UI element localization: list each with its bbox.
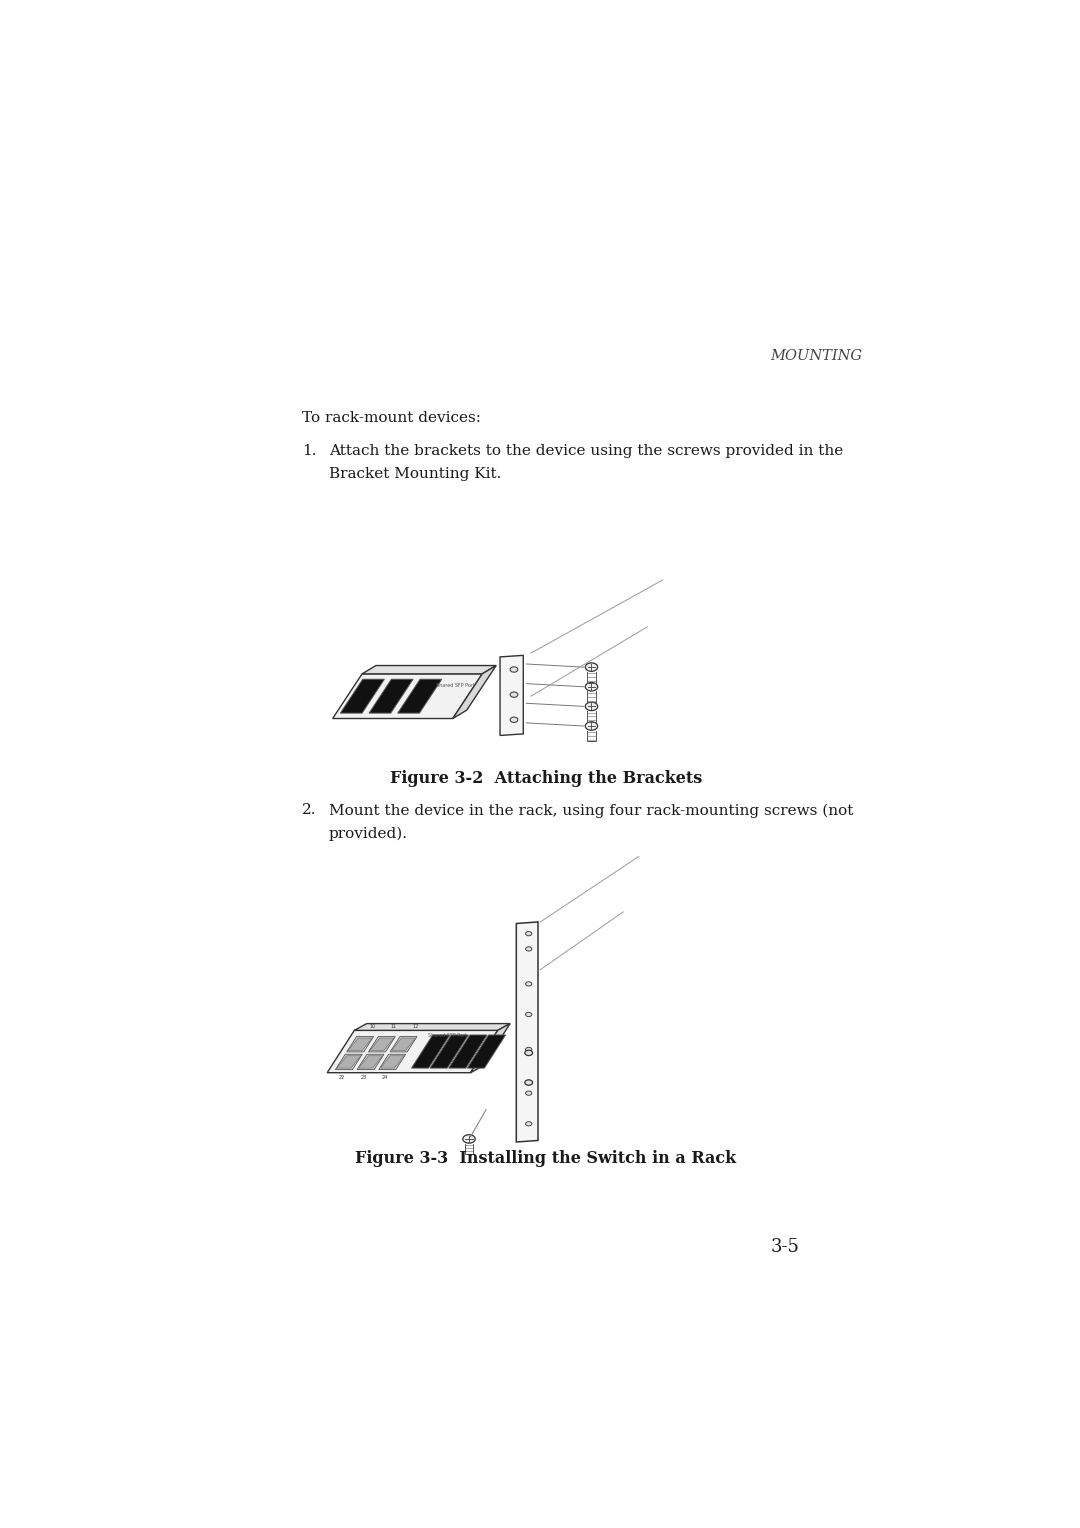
Text: Shared SFP Port: Shared SFP Port xyxy=(436,683,475,688)
Polygon shape xyxy=(359,1056,382,1068)
Text: 12: 12 xyxy=(413,1024,419,1028)
Text: 3-5: 3-5 xyxy=(770,1238,799,1256)
Polygon shape xyxy=(368,1036,395,1051)
Text: 10: 10 xyxy=(369,1024,376,1028)
Text: 11: 11 xyxy=(391,1024,397,1028)
Ellipse shape xyxy=(526,1013,531,1016)
Ellipse shape xyxy=(510,666,517,672)
Polygon shape xyxy=(397,680,442,714)
Text: Attach the brackets to the device using the screws provided in the: Attach the brackets to the device using … xyxy=(328,443,843,457)
Ellipse shape xyxy=(510,717,517,723)
Text: 24: 24 xyxy=(382,1076,388,1080)
Ellipse shape xyxy=(510,692,517,697)
Polygon shape xyxy=(333,674,482,718)
Text: Shared SFP Port: Shared SFP Port xyxy=(428,1033,467,1038)
Text: 2.: 2. xyxy=(301,804,316,817)
Ellipse shape xyxy=(585,663,597,671)
Ellipse shape xyxy=(526,1122,531,1126)
Polygon shape xyxy=(354,1024,510,1030)
Polygon shape xyxy=(336,1054,362,1070)
Text: Figure 3-3  Installing the Switch in a Rack: Figure 3-3 Installing the Switch in a Ra… xyxy=(355,1149,737,1167)
Text: MOUNTING: MOUNTING xyxy=(770,348,863,364)
Polygon shape xyxy=(337,1056,361,1068)
Polygon shape xyxy=(392,1038,416,1050)
Ellipse shape xyxy=(526,1047,531,1051)
Ellipse shape xyxy=(525,1080,532,1085)
Ellipse shape xyxy=(463,1135,475,1143)
Ellipse shape xyxy=(526,947,531,950)
Text: Mount the device in the rack, using four rack-mounting screws (not: Mount the device in the rack, using four… xyxy=(328,804,853,817)
Text: Figure 3-2  Attaching the Brackets: Figure 3-2 Attaching the Brackets xyxy=(390,770,702,787)
Ellipse shape xyxy=(585,703,597,711)
Polygon shape xyxy=(327,1030,498,1073)
Polygon shape xyxy=(369,680,413,714)
Polygon shape xyxy=(347,1036,374,1051)
Ellipse shape xyxy=(585,683,597,691)
Polygon shape xyxy=(390,1036,417,1051)
Text: To rack-mount devices:: To rack-mount devices: xyxy=(301,411,481,425)
Text: provided).: provided). xyxy=(328,827,408,840)
Text: 22: 22 xyxy=(339,1076,345,1080)
Polygon shape xyxy=(471,1024,510,1073)
Polygon shape xyxy=(516,921,538,1141)
Text: 1.: 1. xyxy=(301,443,316,457)
Ellipse shape xyxy=(525,1050,532,1056)
Ellipse shape xyxy=(526,932,531,935)
Polygon shape xyxy=(362,666,496,674)
Polygon shape xyxy=(379,1054,406,1070)
Polygon shape xyxy=(411,1034,449,1068)
Polygon shape xyxy=(468,1034,505,1068)
Polygon shape xyxy=(357,1054,384,1070)
Polygon shape xyxy=(348,1038,373,1050)
Text: 23: 23 xyxy=(361,1076,366,1080)
Polygon shape xyxy=(340,680,384,714)
Ellipse shape xyxy=(526,1091,531,1096)
Polygon shape xyxy=(448,1034,487,1068)
Polygon shape xyxy=(430,1034,469,1068)
Polygon shape xyxy=(380,1056,404,1068)
Ellipse shape xyxy=(526,983,531,986)
Polygon shape xyxy=(453,666,496,718)
Polygon shape xyxy=(500,656,524,735)
Ellipse shape xyxy=(585,721,597,730)
Text: Bracket Mounting Kit.: Bracket Mounting Kit. xyxy=(328,466,501,481)
Polygon shape xyxy=(370,1038,394,1050)
